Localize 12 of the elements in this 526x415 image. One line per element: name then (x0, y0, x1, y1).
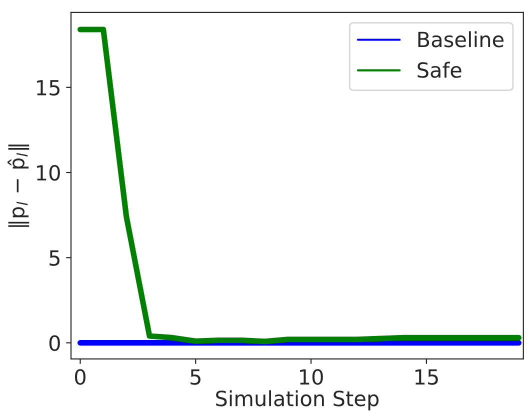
x-tick-label: 15 (415, 369, 438, 385)
y-tick-label: 0 (49, 335, 60, 352)
y-tick-label: 15 (37, 80, 60, 96)
x-tick-label: 10 (300, 369, 323, 385)
x-axis-title: Simulation Step (216, 390, 379, 410)
legend-label: Safe (418, 62, 462, 78)
y-axis-title: ‖p$_{l}$ − p̂$_{l}$‖ (8, 144, 30, 227)
legend-label: Baseline (418, 31, 504, 48)
y-tick-label: 5 (50, 250, 60, 266)
y-tick-label: 10 (37, 164, 60, 181)
x-tick-label: 0 (74, 369, 86, 385)
x-tick-label: 5 (190, 369, 200, 385)
